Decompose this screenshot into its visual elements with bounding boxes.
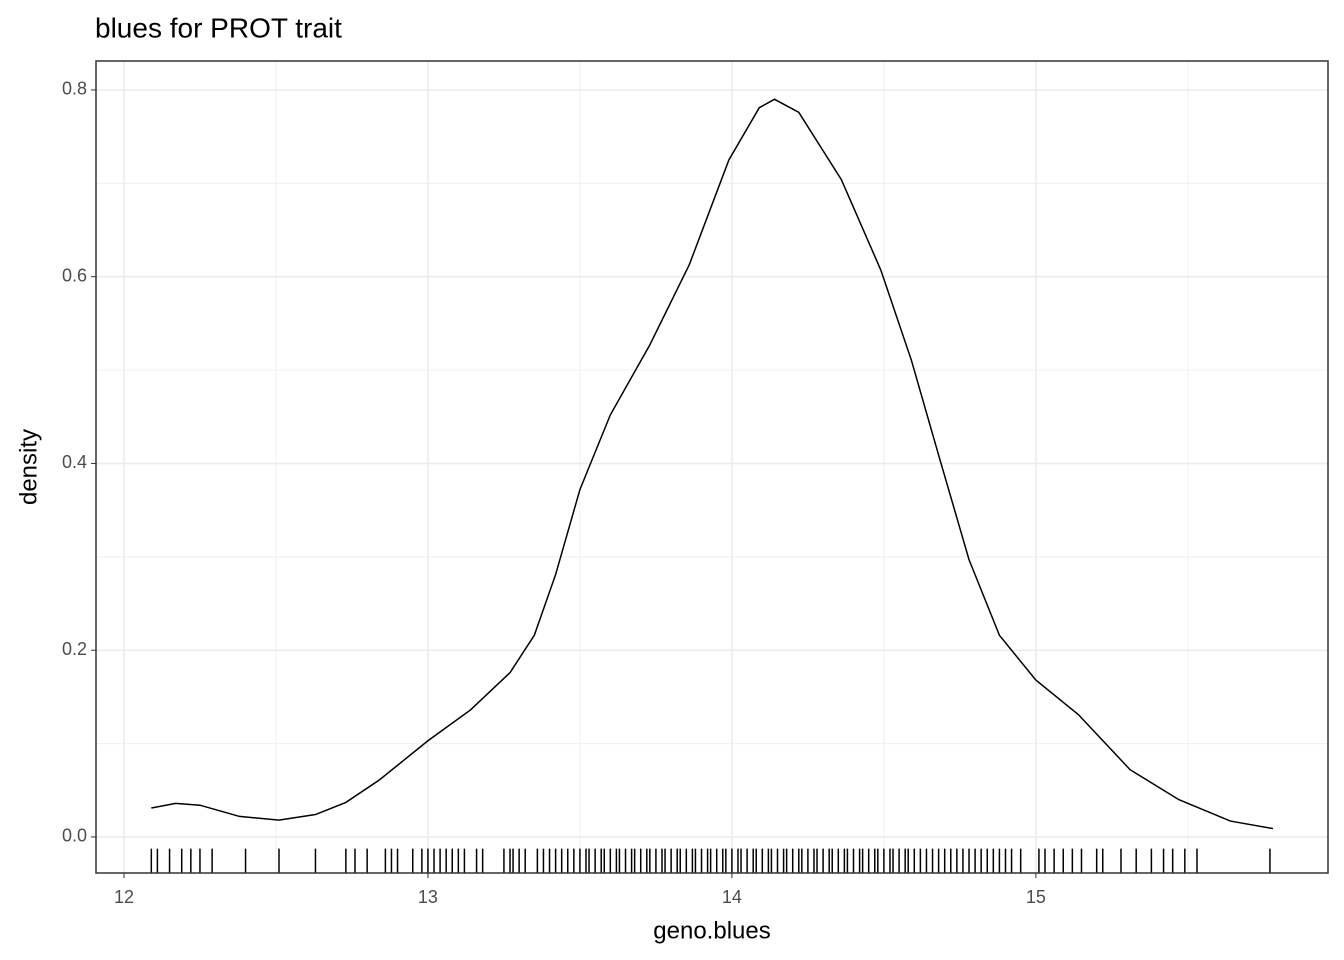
y-tick-label: 0.6 bbox=[62, 265, 87, 285]
y-tick-label: 0.4 bbox=[62, 452, 87, 472]
y-tick-label: 0.2 bbox=[62, 639, 87, 659]
density-line bbox=[151, 98, 1274, 830]
y-tick-label: 0.8 bbox=[62, 79, 87, 99]
x-tick-label: 14 bbox=[722, 887, 742, 907]
chart-title: blues for PROT trait bbox=[95, 12, 342, 43]
x-axis-title: geno.blues bbox=[653, 917, 770, 944]
x-tick-label: 15 bbox=[1026, 887, 1046, 907]
x-tick-label: 12 bbox=[114, 887, 134, 907]
y-axis-title: density bbox=[15, 429, 42, 505]
panel-border bbox=[95, 60, 1329, 874]
x-tick-label: 13 bbox=[418, 887, 438, 907]
y-tick-label: 0.0 bbox=[62, 826, 87, 846]
